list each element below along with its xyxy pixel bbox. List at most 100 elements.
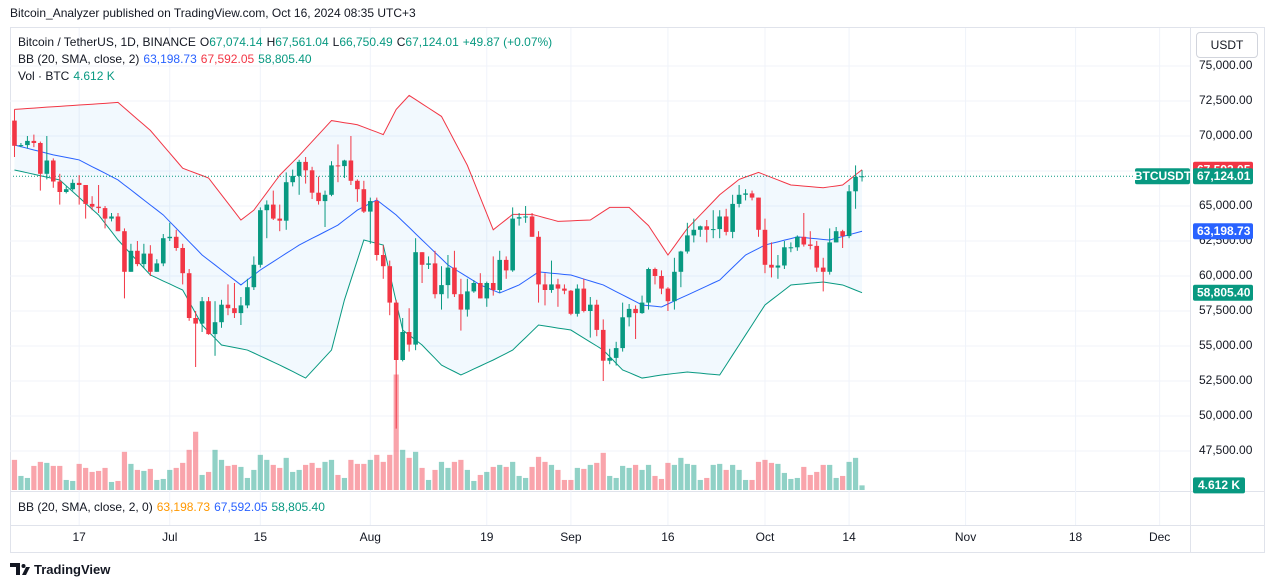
plot-area [11, 94, 1190, 490]
volume-bar [445, 467, 451, 490]
currency-button[interactable]: USDT [1196, 32, 1258, 58]
candle-body [833, 231, 839, 243]
volume-bar [186, 449, 192, 490]
volume-bar [419, 467, 425, 490]
volume-bar [341, 477, 348, 490]
volume-bar [11, 459, 18, 490]
x-tick-label: 19 [480, 530, 494, 544]
y-tick-label: 65,000.00 [1199, 198, 1253, 212]
y-tick-label: 50,000.00 [1199, 408, 1253, 422]
volume-bar [464, 469, 470, 490]
ohlc-key: L [332, 35, 340, 49]
volume-bar [730, 464, 736, 490]
volume-bar [193, 431, 199, 490]
volume-bar [205, 471, 212, 490]
volume-bar [723, 469, 729, 490]
volume-bar [768, 462, 775, 490]
axes: 47,500.00 50,000.00 52,500.00 55,000.00 57,5… [72, 58, 1253, 544]
band-line [14, 94, 863, 256]
price-tag [1193, 223, 1253, 240]
volume-bar [600, 452, 606, 490]
logo [10, 563, 30, 575]
x-tick-label: Oct [756, 530, 775, 544]
price-tag-label: 63,198.73 [1197, 224, 1251, 238]
candle-body [193, 317, 198, 324]
candle-body [206, 301, 211, 335]
y-tick-label: 75,000.00 [1199, 58, 1253, 72]
candle-body [575, 288, 580, 314]
band-fill [14, 95, 863, 379]
candle-body [749, 193, 755, 198]
volume-bar [710, 464, 716, 490]
candle-body [788, 247, 794, 249]
chart-frame [10, 27, 1265, 553]
candle-body [141, 253, 147, 265]
y-tick-label: 47,500.00 [1199, 443, 1253, 457]
x-tick-label: 17 [72, 530, 86, 544]
candle-body [626, 308, 632, 318]
candle-body [775, 265, 781, 268]
candle-body [613, 348, 619, 358]
volume-bar [620, 465, 626, 490]
volume-bar [367, 459, 373, 490]
volume-bar [678, 457, 684, 490]
candle-body [516, 217, 522, 219]
volume-bar [50, 465, 56, 490]
footer-brand: TradingView [34, 562, 111, 577]
candle-body [846, 191, 852, 237]
candle-body [173, 236, 179, 248]
volume-bar [296, 469, 302, 490]
volume-bar [548, 464, 555, 490]
logo-dot [21, 564, 26, 568]
candle-body [510, 218, 515, 271]
volume-bar [568, 479, 574, 490]
volume-bar [645, 464, 652, 490]
volume-bar [762, 459, 768, 490]
indicator-label: BB (20, SMA, close, 2) [18, 52, 140, 66]
candle-body [186, 273, 192, 318]
volume-bar [840, 475, 846, 490]
x-tick-label: 14 [842, 530, 856, 544]
candle-body [44, 160, 50, 174]
candle-body [549, 284, 554, 290]
ohlc-item: H67,561.04 [267, 35, 329, 49]
volume-bar [503, 466, 509, 490]
candle-body [529, 216, 535, 237]
candle-body [322, 194, 328, 202]
candle-body [167, 236, 173, 239]
candle-body [730, 203, 735, 232]
volume-bar [807, 474, 813, 490]
candle-body [639, 302, 645, 314]
indicator-value: 58,805.40 [271, 500, 325, 514]
candle-body [50, 160, 56, 182]
candle-body [25, 140, 30, 146]
ohlc-key: C [396, 35, 406, 49]
logo-mark [22, 567, 30, 575]
candle-body [413, 252, 418, 345]
volume-bar [173, 467, 179, 490]
candle-body [820, 267, 826, 272]
candle-body [620, 317, 625, 349]
volume-bar [555, 469, 561, 490]
volume-bar [581, 468, 587, 490]
x-tick-label: Jul [162, 530, 177, 544]
volume-bar [574, 467, 580, 490]
y-tick-label: 60,000.00 [1199, 268, 1253, 282]
volume-bar [406, 457, 412, 490]
candle-body [342, 160, 347, 167]
volume-bar [199, 474, 205, 490]
candle-body [63, 189, 69, 192]
candle-body [348, 160, 354, 181]
candle-body [691, 229, 697, 236]
volume-bar [24, 477, 31, 490]
ohlc-item: O67,074.14 [200, 35, 263, 49]
candle-body [542, 284, 548, 290]
volume-bar [57, 465, 63, 490]
candle-body [83, 184, 88, 204]
bb-legend: BB (20, SMA, close, 2) 63,198.73 67,592.05… [18, 51, 312, 67]
candle-body [380, 254, 386, 267]
indicator-label: BB (20, SMA, close, 2, 0) [18, 500, 153, 514]
y-tick-label: 57,500.00 [1199, 303, 1253, 317]
candle-body [594, 304, 600, 330]
